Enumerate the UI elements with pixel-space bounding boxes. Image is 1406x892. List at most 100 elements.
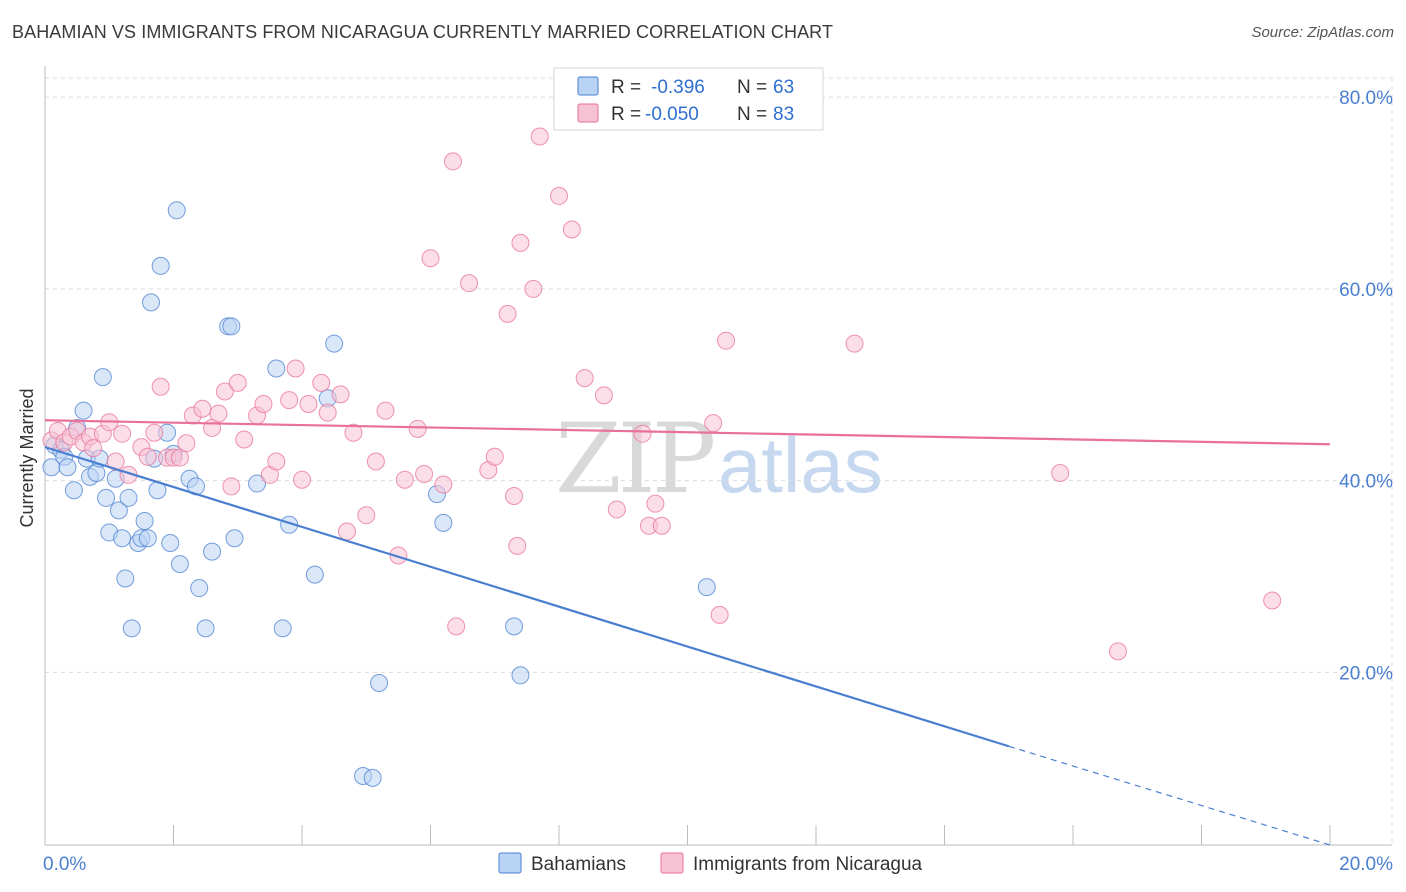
- watermark-zip: ZIP: [555, 403, 714, 515]
- stats-legend: R = -0.396 N = 63 R = -0.050 N = 83: [553, 67, 824, 131]
- x-tick-label: 0.0%: [43, 854, 86, 875]
- trendline-bahamians-extension: [1008, 745, 1331, 846]
- point-bahamians: [97, 488, 116, 507]
- point-nicaragua: [389, 546, 408, 565]
- stats-r-label-nicaragua: R =: [611, 104, 641, 125]
- point-nicaragua: [299, 394, 318, 413]
- point-bahamians: [151, 256, 170, 275]
- point-nicaragua: [607, 500, 626, 519]
- tick-labels: 20.0% 40.0% 60.0% 80.0% 0.0% 20.0%: [43, 88, 1393, 875]
- source-credit: Source: ZipAtlas.com: [1251, 24, 1394, 41]
- y-axis-label: Currently Married: [17, 388, 37, 527]
- point-bahamians: [122, 619, 141, 638]
- point-nicaragua: [344, 423, 363, 442]
- point-nicaragua: [652, 516, 671, 535]
- point-nicaragua: [562, 220, 581, 239]
- stats-n-label-nicaragua: N =: [737, 104, 767, 125]
- point-nicaragua: [293, 470, 311, 489]
- point-nicaragua: [337, 522, 356, 541]
- point-nicaragua: [235, 430, 254, 449]
- point-bahamians: [505, 617, 524, 636]
- point-bahamians: [190, 579, 209, 598]
- point-nicaragua: [286, 359, 305, 378]
- legend-label-bahamians: Bahamians: [531, 854, 626, 875]
- legend-swatch-nicaragua: [660, 852, 684, 874]
- point-bahamians: [273, 619, 292, 638]
- point-bahamians: [113, 529, 132, 548]
- point-bahamians: [167, 201, 186, 220]
- point-bahamians: [305, 565, 324, 584]
- stats-swatch-nicaragua: [577, 103, 599, 123]
- point-bahamians: [434, 513, 453, 532]
- point-nicaragua: [151, 377, 170, 396]
- point-nicaragua: [222, 477, 241, 496]
- point-nicaragua: [408, 419, 427, 438]
- x-tick-label: 20.0%: [1339, 854, 1393, 875]
- point-bahamians: [325, 334, 344, 353]
- point-nicaragua: [415, 464, 434, 483]
- point-nicaragua: [280, 391, 299, 410]
- point-nicaragua: [312, 373, 331, 392]
- point-nicaragua: [717, 331, 736, 350]
- chart-title: BAHAMIAN VS IMMIGRANTS FROM NICARAGUA CU…: [12, 22, 834, 42]
- point-bahamians: [74, 401, 93, 420]
- point-nicaragua: [505, 487, 524, 506]
- y-tick-label: 20.0%: [1339, 663, 1393, 684]
- stats-n-label-bahamians: N =: [737, 77, 767, 98]
- point-bahamians: [116, 569, 135, 588]
- point-bahamians: [225, 529, 244, 548]
- point-nicaragua: [193, 399, 212, 418]
- legend-label-nicaragua: Immigrants from Nicaragua: [693, 854, 923, 875]
- point-nicaragua: [84, 439, 103, 458]
- point-nicaragua: [434, 475, 453, 494]
- point-bahamians: [511, 666, 530, 685]
- point-nicaragua: [421, 249, 440, 268]
- point-nicaragua: [594, 386, 613, 405]
- point-nicaragua: [485, 447, 504, 466]
- trendline-nicaragua: [44, 419, 1331, 446]
- point-nicaragua: [575, 369, 594, 388]
- trendline-bahamians: [44, 446, 1010, 748]
- point-bahamians: [196, 619, 215, 638]
- point-nicaragua: [704, 414, 723, 433]
- point-nicaragua: [1263, 591, 1282, 610]
- y-tick-label: 40.0%: [1339, 472, 1393, 493]
- stats-n-value-bahamians: 63: [773, 77, 794, 98]
- legend-swatch-bahamians: [498, 852, 522, 874]
- point-nicaragua: [177, 434, 196, 453]
- point-nicaragua: [845, 334, 864, 353]
- point-nicaragua: [447, 617, 466, 636]
- point-bahamians: [58, 458, 77, 477]
- point-nicaragua: [209, 404, 228, 423]
- stats-swatch-bahamians: [577, 76, 599, 96]
- point-nicaragua: [331, 385, 350, 404]
- point-bahamians: [119, 488, 138, 507]
- point-bahamians: [370, 673, 389, 692]
- point-nicaragua: [710, 605, 729, 624]
- point-nicaragua: [366, 452, 385, 471]
- point-nicaragua: [376, 401, 395, 420]
- point-nicaragua: [508, 536, 527, 555]
- point-bahamians: [109, 501, 128, 520]
- point-nicaragua: [1051, 464, 1070, 483]
- point-nicaragua: [1108, 642, 1127, 661]
- point-nicaragua: [113, 424, 132, 443]
- point-bahamians: [267, 359, 286, 378]
- point-nicaragua: [511, 233, 530, 252]
- point-nicaragua: [138, 447, 157, 466]
- stats-r-value-nicaragua: -0.050: [645, 104, 699, 125]
- point-nicaragua: [550, 186, 568, 205]
- series-legend: Bahamians Immigrants from Nicaragua: [498, 852, 923, 875]
- point-nicaragua: [318, 403, 337, 422]
- point-nicaragua: [530, 127, 549, 146]
- point-bahamians: [135, 511, 154, 530]
- point-bahamians: [203, 542, 222, 561]
- point-nicaragua: [145, 423, 164, 442]
- stats-r-label-bahamians: R =: [611, 77, 641, 98]
- point-nicaragua: [633, 424, 652, 443]
- point-bahamians: [93, 368, 112, 387]
- axes: [44, 66, 1392, 846]
- data-points: [42, 94, 1282, 787]
- point-bahamians: [138, 529, 157, 548]
- point-bahamians: [363, 768, 382, 787]
